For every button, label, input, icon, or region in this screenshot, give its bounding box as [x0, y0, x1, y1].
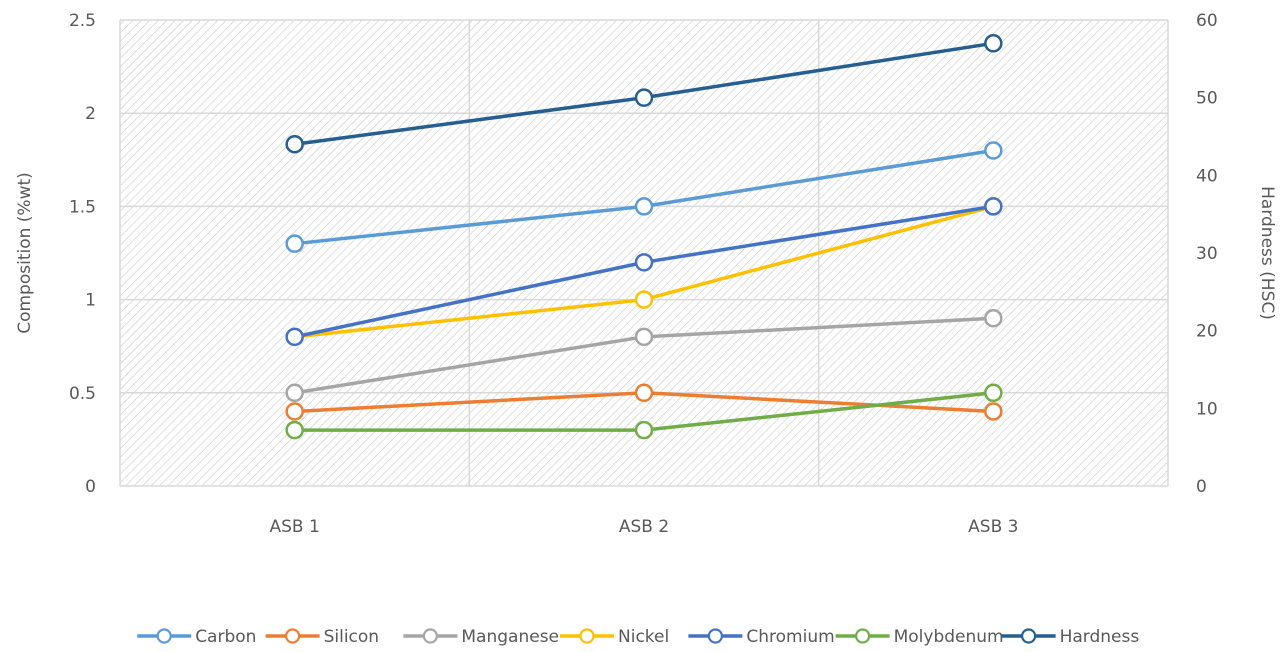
legend-swatch-marker: [1020, 628, 1037, 644]
legend-swatch-marker: [707, 628, 724, 644]
legend-item-chromium: Chromium: [688, 627, 835, 647]
legend-label: Chromium: [746, 627, 834, 647]
data-point-carbon: [984, 141, 1003, 160]
data-point-molybdenum: [984, 383, 1003, 403]
series-markers: [285, 34, 1003, 440]
data-point-manganese: [984, 308, 1003, 328]
data-point-manganese: [285, 383, 304, 403]
x-axis-ticks: ASB 1 ASB 2 ASB 3: [270, 517, 1019, 537]
data-point-carbon: [285, 234, 304, 253]
legend-swatch-marker: [285, 628, 301, 644]
legend-item-nickel: Nickel: [560, 627, 669, 647]
x-tick-label: ASB 1: [270, 517, 320, 537]
left-tick-label: 0.5: [69, 384, 96, 404]
right-tick-label: 50: [1196, 89, 1218, 109]
data-point-chromium: [984, 197, 1003, 216]
data-point-silicon: [634, 383, 654, 403]
legend-swatch-marker: [579, 628, 595, 644]
left-tick-label: 2.5: [69, 11, 96, 31]
legend-swatch-marker: [422, 628, 438, 644]
legend-item-hardness: Hardness: [1001, 627, 1140, 647]
data-point-carbon: [634, 197, 654, 216]
data-point-silicon: [285, 402, 304, 421]
data-point-chromium: [634, 253, 654, 272]
legend-label: Silicon: [324, 627, 379, 647]
legend-item-silicon: Silicon: [265, 627, 379, 647]
right-tick-label: 20: [1196, 322, 1218, 342]
left-axis-ticks: 0 0.5 1 1.5 2 2.5: [69, 11, 96, 497]
legend-swatch-marker: [854, 628, 871, 644]
left-tick-label: 2: [85, 104, 96, 124]
data-point-nickel: [634, 290, 654, 309]
left-tick-label: 0: [85, 477, 96, 497]
legend-item-carbon: Carbon: [137, 627, 256, 647]
data-point-molybdenum: [634, 420, 654, 440]
legend-item-molybdenum: Molybdenum: [835, 627, 1004, 647]
data-point-chromium: [285, 327, 304, 347]
legend-label: Molybdenum: [894, 627, 1004, 647]
right-tick-label: 10: [1196, 399, 1218, 419]
legend-item-manganese: Manganese: [403, 627, 559, 647]
right-tick-label: 40: [1196, 166, 1218, 186]
data-point-molybdenum: [285, 420, 304, 440]
legend-label: Manganese: [461, 627, 559, 647]
data-point-silicon: [984, 402, 1003, 421]
left-tick-label: 1: [85, 291, 96, 311]
right-axis-ticks: 0 10 20 30 40 50 60: [1196, 11, 1218, 497]
left-tick-label: 1.5: [69, 197, 96, 217]
legend-label: Hardness: [1060, 627, 1140, 647]
legend-label: Nickel: [618, 627, 669, 647]
right-axis-title: Hardness (HSC): [1257, 186, 1277, 320]
right-tick-label: 30: [1196, 244, 1218, 264]
data-point-hardness: [984, 34, 1003, 53]
x-tick-label: ASB 3: [968, 517, 1018, 537]
data-point-manganese: [634, 327, 654, 347]
right-tick-label: 60: [1196, 11, 1218, 31]
left-axis-title: Composition (%wt): [15, 172, 35, 334]
data-point-hardness: [285, 135, 304, 154]
x-tick-label: ASB 2: [619, 517, 669, 537]
right-tick-label: 0: [1196, 477, 1207, 497]
legend-label: Carbon: [195, 627, 256, 647]
legend-swatch-marker: [156, 628, 172, 644]
data-point-hardness: [634, 88, 654, 107]
legend: Carbon Silicon Manganese Nickel Chromium Moly…: [137, 627, 1139, 647]
